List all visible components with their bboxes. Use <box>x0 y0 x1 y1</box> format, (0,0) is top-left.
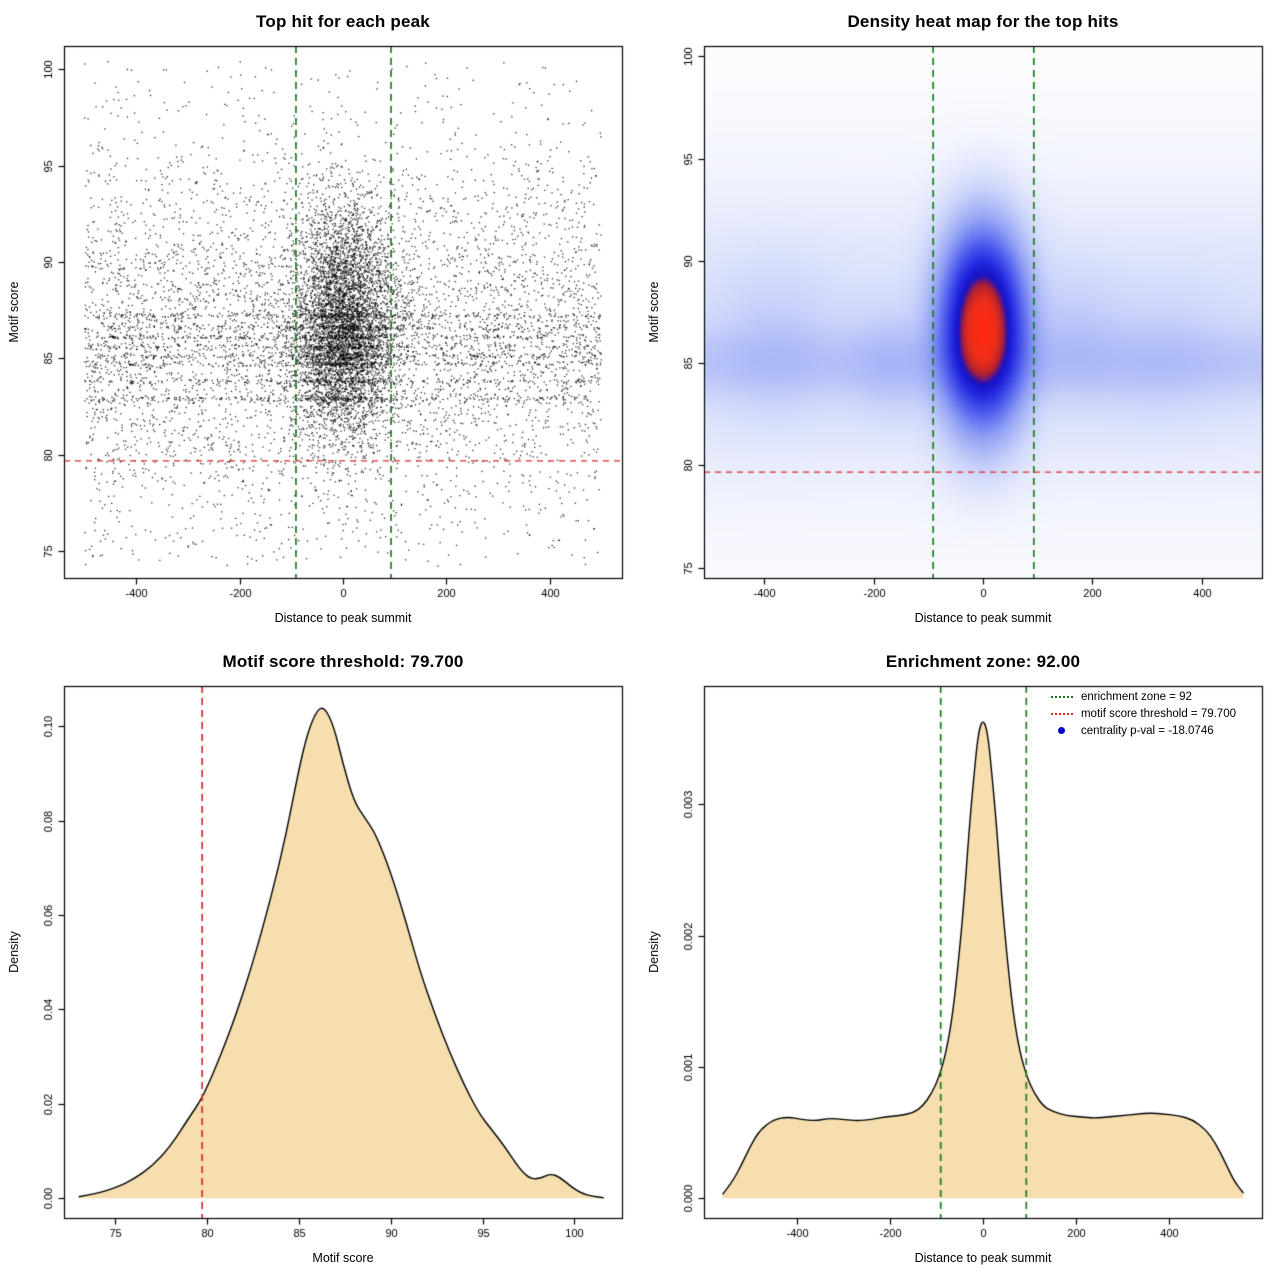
legend-dot-icon <box>1057 727 1065 734</box>
x-axis-label: Distance to peak summit <box>274 611 412 625</box>
legend-item-threshold: motif score threshold = 79.700 <box>1050 705 1236 722</box>
panel-title: Enrichment zone: 92.00 <box>885 652 1081 671</box>
panel-top-hits-scatter: Top hit for each peak Distance to peak s… <box>0 0 640 640</box>
legend-dotted-line-icon <box>1050 712 1073 715</box>
legend: enrichment zone = 92 motif score thresho… <box>1050 688 1236 739</box>
score-density-canvas <box>0 640 640 1280</box>
legend-label: centrality p-val = -18.0746 <box>1080 724 1214 737</box>
y-axis-label: Density <box>7 931 21 973</box>
panel-enrichment-density: Enrichment zone: 92.00 Distance to peak … <box>640 640 1280 1280</box>
legend-item-enrichment-zone: enrichment zone = 92 <box>1050 688 1236 705</box>
position-density-canvas <box>640 640 1280 1280</box>
y-axis-label: Motif score <box>7 281 21 343</box>
panel-title: Motif score threshold: 79.700 <box>222 652 464 671</box>
legend-label: motif score threshold = 79.700 <box>1080 707 1236 720</box>
scatter-plot-canvas <box>0 0 640 640</box>
panel-title: Top hit for each peak <box>256 12 430 31</box>
x-axis-label: Distance to peak summit <box>914 1251 1052 1265</box>
y-axis-label: Motif score <box>647 281 661 343</box>
legend-dotted-line-icon <box>1050 695 1073 698</box>
x-axis-label: Distance to peak summit <box>914 611 1052 625</box>
panel-motif-score-density: Motif score threshold: 79.700 Motif scor… <box>0 640 640 1280</box>
heatmap-canvas <box>640 0 1280 640</box>
panel-density-heatmap: Density heat map for the top hits Distan… <box>640 0 1280 640</box>
y-axis-label: Density <box>647 931 661 973</box>
panel-title: Density heat map for the top hits <box>847 12 1119 31</box>
x-axis-label: Motif score <box>312 1251 374 1265</box>
legend-label: enrichment zone = 92 <box>1080 690 1192 703</box>
legend-item-centrality: centrality p-val = -18.0746 <box>1051 722 1236 739</box>
